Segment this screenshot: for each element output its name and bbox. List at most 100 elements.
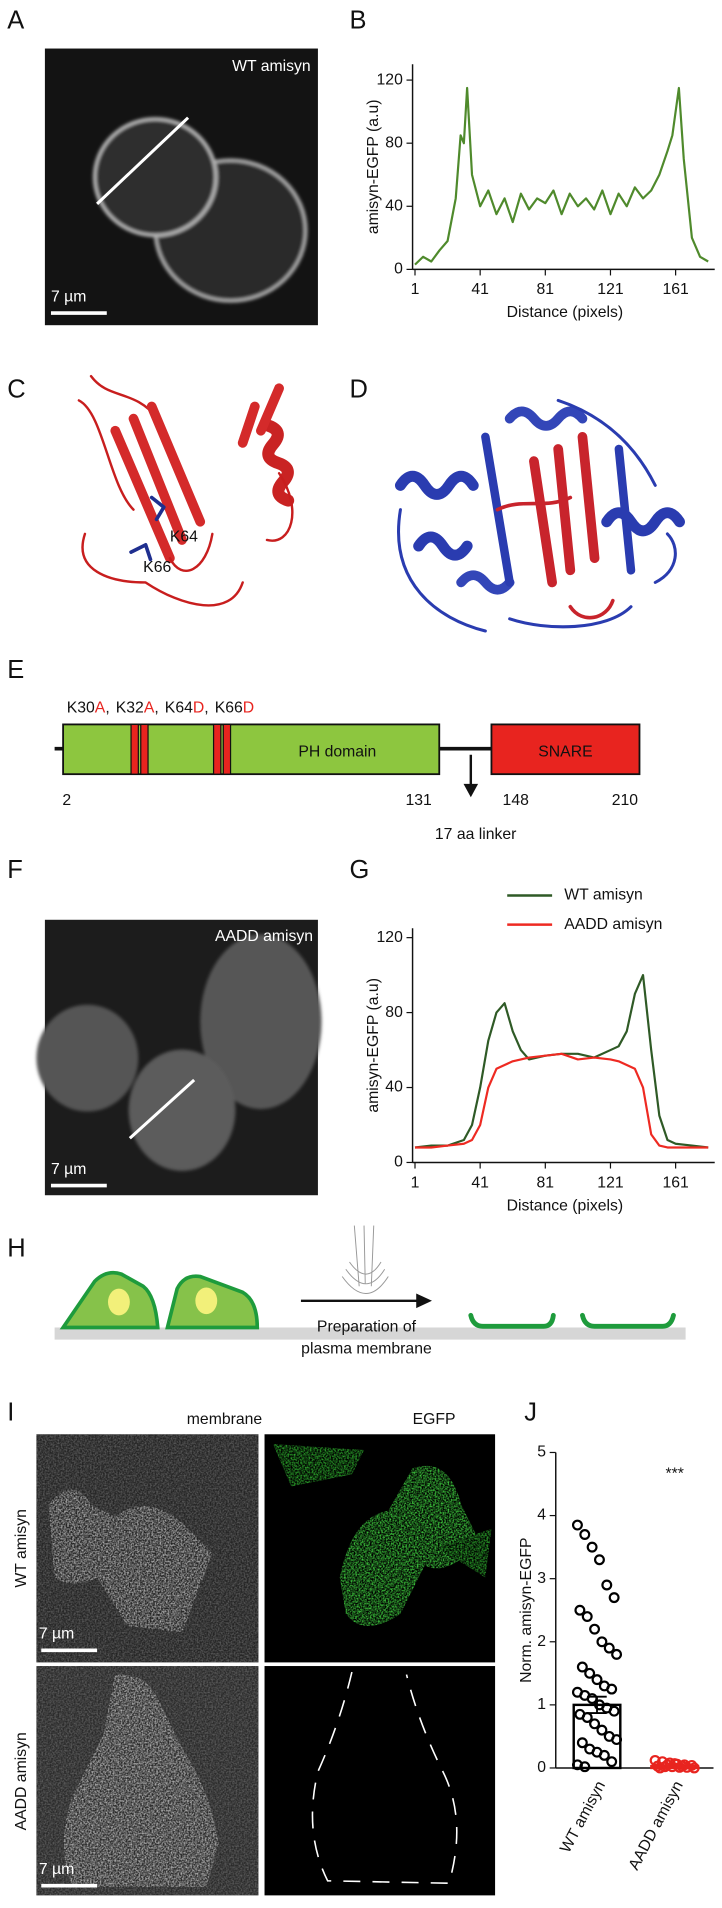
data-point: [676, 1760, 688, 1772]
residue-number: 210: [612, 792, 639, 809]
strand: [529, 431, 600, 588]
loop: [495, 495, 615, 620]
separator: ,: [105, 700, 109, 717]
column-label: membrane: [187, 1411, 263, 1428]
data-point: [606, 1683, 618, 1695]
membrane-sheet: [468, 1312, 676, 1329]
x-tick-label: 1: [411, 1174, 420, 1191]
mutation-stripe: [222, 723, 232, 775]
data-point: [596, 1724, 608, 1736]
image-bg: [264, 1666, 496, 1896]
scale-label: 7 µm: [39, 1861, 74, 1878]
data-point: [584, 1667, 596, 1679]
cell: [200, 934, 322, 1110]
mutation-substitution: A: [144, 700, 155, 717]
data-point: [589, 1718, 601, 1730]
scale-label: 7 µm: [51, 288, 86, 305]
outline: [311, 1671, 458, 1885]
panel-label: C: [7, 375, 25, 403]
row-label: AADD amisyn: [13, 1732, 30, 1830]
x-tick-label: 121: [597, 281, 623, 298]
scale-label: 7 µm: [39, 1626, 74, 1643]
residue-number: 2: [62, 792, 71, 809]
data-point: [608, 1705, 620, 1717]
cell: [128, 1049, 236, 1171]
micrograph-a: 7 µm WT amisyn: [44, 48, 318, 326]
panel-label: H: [7, 1235, 25, 1263]
cells: [92, 117, 308, 303]
residue-label: K66: [143, 559, 171, 576]
line-series: [414, 974, 709, 1149]
helix: [456, 406, 588, 595]
micrographs-i: membrane EGFP WT amisyn AADD amisyn 7 µm…: [13, 1411, 496, 1896]
separator: ,: [204, 700, 208, 717]
background-noise: [36, 1666, 259, 1896]
mutation-stripe: [212, 723, 222, 775]
data-point: [593, 1554, 605, 1566]
column-label: EGFP: [413, 1411, 456, 1428]
residue-label: K64: [170, 529, 198, 546]
data-point: [596, 1636, 608, 1648]
domain-diagram: K30A, K32A, K64D, K66D PH domain SNARE 2 13…: [54, 700, 641, 843]
loop: [397, 398, 677, 633]
data-point: [579, 1761, 591, 1773]
y-tick-label: 120: [377, 929, 404, 946]
data-point: [601, 1579, 613, 1591]
legend-label: WT amisyn: [564, 887, 643, 904]
coverslip: [54, 1327, 686, 1340]
separator: ,: [154, 700, 158, 717]
linker-label: 17 aa linker: [435, 826, 517, 843]
helix: [261, 419, 295, 507]
y-tick-label: 40: [385, 1079, 403, 1096]
cell: [92, 117, 218, 238]
y-tick-label: 0: [394, 261, 403, 278]
mutation-stripe: [130, 723, 139, 775]
schematic-h: Preparation of plasma membrane: [54, 1225, 686, 1358]
egfp-signal: [273, 1443, 492, 1626]
row-label: WT amisyn: [13, 1509, 30, 1588]
scale-label: 7 µm: [51, 1161, 86, 1178]
data-point: [681, 1761, 693, 1773]
x-tick-label: AADD amisyn: [626, 1778, 687, 1873]
residue-number: 131: [405, 792, 431, 809]
x-tick-label: 161: [662, 281, 688, 298]
mutation-stripe: [140, 723, 149, 775]
y-axis-title: Norm. amisyn-EGFP: [518, 1538, 535, 1683]
data-point: [574, 1604, 586, 1616]
data-point: [688, 1762, 700, 1774]
cell: [36, 1004, 139, 1112]
x-tick-label: 161: [662, 1174, 688, 1191]
caption: Preparation of: [317, 1319, 417, 1336]
panel-label: F: [7, 856, 23, 884]
residue-number: 148: [503, 792, 530, 809]
background-noise: [36, 1434, 259, 1663]
line-series: [414, 1052, 709, 1149]
sonicator-icon: [341, 1225, 389, 1294]
x-tick-label: 121: [597, 1174, 623, 1191]
y-axis-title: amisyn-EGFP (a.u): [365, 978, 382, 1113]
data-point: [661, 1759, 673, 1771]
panel-label: B: [349, 7, 366, 35]
line-series: [414, 86, 709, 266]
y-tick-label: 1: [537, 1696, 546, 1713]
nucleus: [107, 1288, 130, 1316]
structure-d: [394, 398, 685, 633]
helix: [394, 470, 685, 561]
y-tick-label: 4: [537, 1507, 546, 1524]
panel-label: A: [7, 7, 24, 35]
domain-box: [490, 723, 641, 776]
data-point: [581, 1611, 593, 1622]
y-tick-label: 0: [537, 1759, 546, 1776]
structure-c: [77, 374, 295, 607]
x-tick-label: 81: [537, 281, 555, 298]
mutation-residue: K64: [165, 700, 193, 717]
panel-label: I: [7, 1398, 14, 1426]
x-axis-title: Distance (pixels): [507, 1197, 624, 1214]
y-tick-label: 80: [385, 134, 403, 151]
data-point: [586, 1693, 598, 1705]
cells: [36, 934, 322, 1171]
strand: [237, 383, 284, 448]
image-annotation: AADD amisyn: [215, 928, 313, 945]
